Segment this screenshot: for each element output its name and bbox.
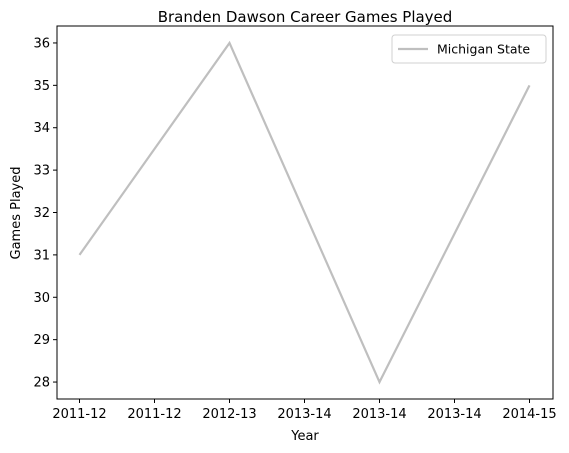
x-axis-label: Year bbox=[290, 429, 319, 444]
x-tick-label: 2013-14 bbox=[277, 407, 331, 422]
legend-label: Michigan State bbox=[437, 42, 530, 57]
y-tick-label: 30 bbox=[33, 291, 50, 306]
series-line-michigan-state bbox=[78, 40, 531, 385]
x-tick-label: 2014-15 bbox=[502, 407, 556, 422]
y-tick-label: 32 bbox=[33, 206, 50, 221]
y-tick-label: 28 bbox=[33, 376, 50, 391]
y-axis-label: Games Played bbox=[9, 167, 24, 260]
legend-box bbox=[391, 34, 547, 64]
chart-title: Branden Dawson Career Games Played bbox=[158, 8, 453, 26]
x-tick-label: 2011-12 bbox=[52, 407, 106, 422]
y-tick-label: 35 bbox=[33, 79, 50, 94]
y-tick-label: 31 bbox=[33, 248, 50, 263]
x-tick-label: 2013-14 bbox=[352, 407, 406, 422]
y-tick-label: 33 bbox=[33, 164, 50, 179]
x-tick-label: 2011-12 bbox=[127, 407, 181, 422]
y-axis: 28 29 30 31 32 33 34 35 36 bbox=[33, 36, 57, 391]
y-tick-label: 36 bbox=[33, 36, 50, 51]
x-tick-label: 2013-14 bbox=[427, 407, 481, 422]
y-tick-label: 29 bbox=[33, 333, 50, 348]
x-tick-label: 2012-13 bbox=[202, 407, 256, 422]
y-tick-label: 34 bbox=[33, 121, 50, 136]
legend: Michigan State bbox=[391, 34, 547, 64]
x-axis: 2011-12 2011-12 2012-13 2013-14 2013-14 2013-… bbox=[52, 399, 557, 422]
